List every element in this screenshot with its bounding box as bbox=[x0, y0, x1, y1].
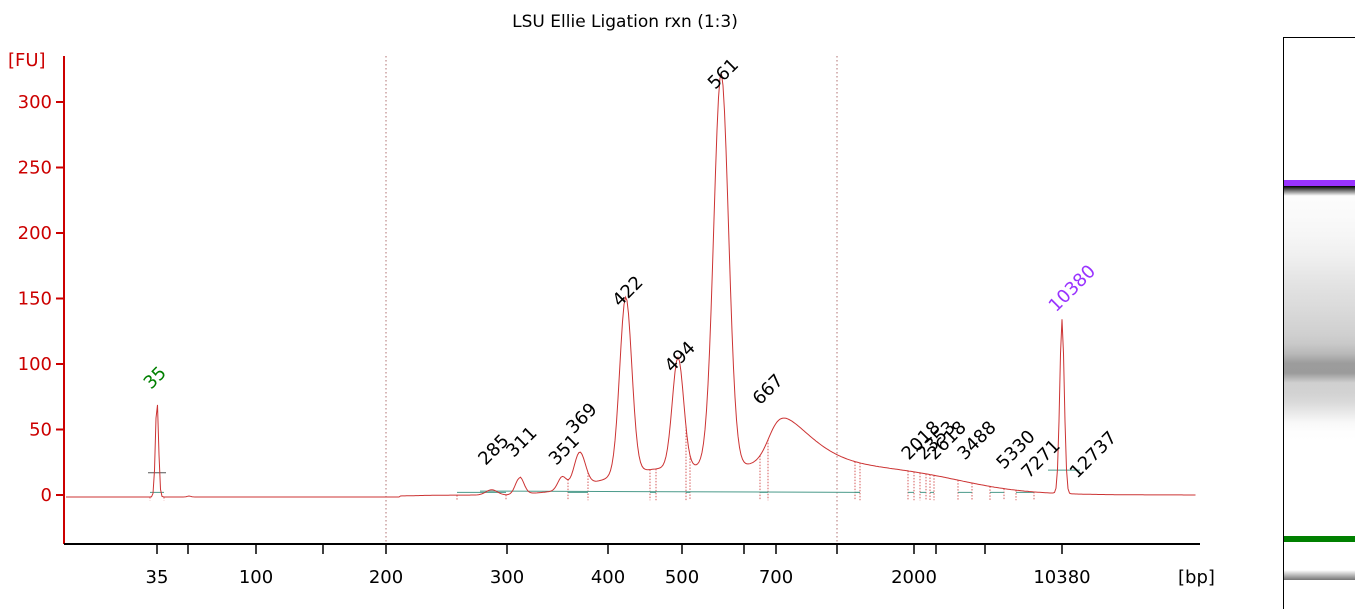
trace-layer bbox=[66, 73, 1196, 498]
x-tick-label: 500 bbox=[665, 567, 699, 588]
grid-lines bbox=[385, 56, 838, 544]
electropherogram-chart: LSU Ellie Ligation rxn (1:3) [FU] [bp] 0… bbox=[8, 12, 1215, 588]
x-tick-label: 100 bbox=[239, 567, 273, 588]
y-tick-label: 150 bbox=[18, 289, 52, 310]
x-axis-label: [bp] bbox=[1178, 567, 1215, 588]
x-tick-label: 700 bbox=[759, 567, 793, 588]
y-tick-label: 250 bbox=[18, 158, 52, 179]
x-tick-label: 300 bbox=[490, 567, 524, 588]
upper-marker-band bbox=[1284, 180, 1355, 186]
y-tick-label: 100 bbox=[18, 354, 52, 375]
region-baseline bbox=[479, 490, 861, 493]
x-tick-label: 400 bbox=[591, 567, 625, 588]
peak-label: 311 bbox=[502, 423, 541, 462]
chart-title: LSU Ellie Ligation rxn (1:3) bbox=[512, 12, 738, 32]
y-tick-label: 0 bbox=[41, 485, 52, 506]
peak-label: 35 bbox=[140, 363, 171, 394]
y-tick-label: 50 bbox=[29, 420, 52, 441]
peak-label: 494 bbox=[661, 337, 700, 376]
peak-label: 561 bbox=[704, 54, 743, 93]
peak-label: 422 bbox=[608, 272, 647, 311]
peak-label: 667 bbox=[749, 370, 788, 409]
y-tick-label: 300 bbox=[18, 92, 52, 113]
gel-image bbox=[1283, 37, 1355, 609]
peak-label: 12737 bbox=[1066, 427, 1121, 482]
gel-lane bbox=[1284, 186, 1355, 580]
y-axis-label: [FU] bbox=[8, 50, 46, 71]
x-tick-label: 10380 bbox=[1033, 567, 1090, 588]
x-tick-label: 200 bbox=[369, 567, 403, 588]
lower-marker-band bbox=[1284, 536, 1355, 542]
x-tick-label: 35 bbox=[146, 567, 169, 588]
y-tick-label: 200 bbox=[18, 223, 52, 244]
trace-line bbox=[66, 73, 1196, 498]
y-axis: 0 50 100 150 200 250 300 bbox=[18, 56, 65, 544]
x-tick-label: 2000 bbox=[891, 567, 937, 588]
peak-label: 10380 bbox=[1045, 261, 1100, 316]
x-axis: 35 100 200 300 400 500 700 2000 10380 bbox=[64, 543, 1200, 588]
